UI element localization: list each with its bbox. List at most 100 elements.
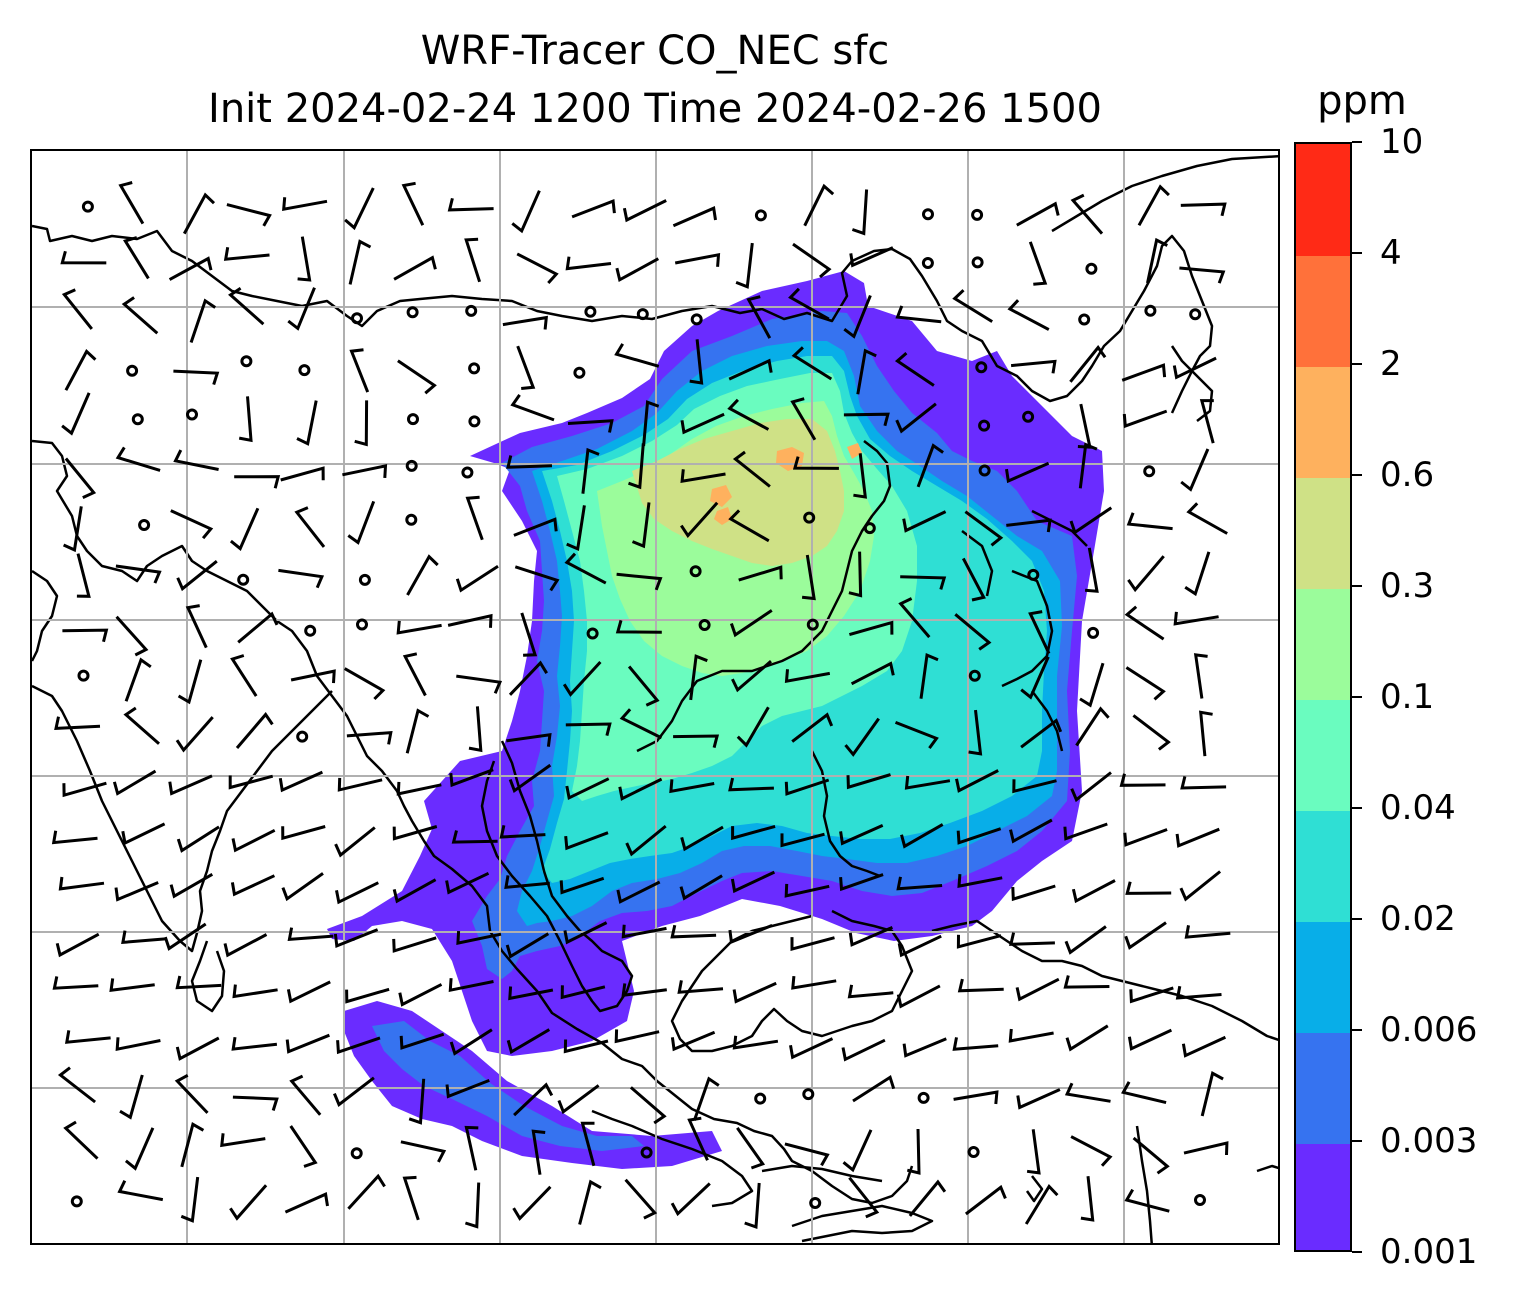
wind-barb — [563, 1039, 609, 1054]
wind-barb — [738, 565, 783, 582]
wind-barb — [296, 400, 318, 446]
calm-wind-marker — [971, 256, 984, 269]
wind-barb — [1006, 518, 1052, 533]
wind-barb — [289, 1125, 318, 1168]
wind-barb — [801, 554, 816, 601]
wind-barb — [897, 934, 942, 958]
wind-barb — [278, 770, 324, 793]
wind-barb — [396, 781, 442, 796]
wind-barb — [1071, 879, 1116, 904]
wind-barb — [791, 346, 833, 381]
wind-barb — [52, 976, 99, 990]
wind-barb — [163, 922, 207, 951]
wind-barb — [506, 1028, 551, 1055]
wind-barb — [908, 1179, 947, 1217]
colorbar-tick-label: 0.6 — [1380, 455, 1435, 495]
wind-barb — [76, 553, 91, 598]
calm-wind-marker — [967, 1146, 980, 1158]
wind-barb — [55, 932, 100, 958]
calm-wind-marker — [468, 362, 481, 375]
wind-barb — [790, 936, 835, 952]
wind-barb — [392, 825, 438, 841]
wind-barb — [956, 934, 1002, 949]
calm-wind-marker — [70, 1195, 83, 1208]
wind-barb — [406, 554, 439, 596]
wind-barb — [843, 294, 872, 339]
wind-barb — [168, 774, 213, 796]
wind-barb — [839, 873, 884, 892]
colorbar-tick — [1352, 141, 1362, 143]
wind-barb — [234, 475, 281, 489]
wind-barb — [904, 775, 951, 790]
wind-barb — [1199, 399, 1215, 444]
calm-wind-marker — [237, 573, 250, 586]
calm-wind-marker — [971, 208, 984, 221]
calm-wind-marker — [1194, 1194, 1206, 1206]
wind-barb — [337, 777, 383, 792]
wind-barb — [54, 716, 101, 730]
colorbar-band — [1296, 1032, 1350, 1144]
wind-barb — [287, 927, 334, 942]
wind-barb — [1175, 985, 1222, 1000]
wind-barb — [729, 609, 773, 638]
wind-barb — [333, 928, 379, 949]
wind-barb — [790, 397, 817, 441]
wind-barb — [451, 830, 498, 844]
wind-barb — [677, 980, 724, 994]
colorbar-tick-label: 0.003 — [1380, 1121, 1478, 1161]
wind-barb — [784, 669, 831, 684]
wind-barb — [123, 236, 150, 280]
wind-barb — [336, 1036, 381, 1055]
wind-barb — [238, 396, 253, 443]
wind-barb — [624, 1178, 658, 1220]
wind-barb — [229, 507, 260, 551]
wind-barb — [679, 874, 723, 901]
wind-barb — [1084, 547, 1099, 593]
wind-barb — [1172, 356, 1217, 380]
coastline — [1031, 690, 1064, 752]
wind-barb — [1173, 611, 1219, 626]
wind-barb — [571, 198, 616, 219]
wind-barb — [174, 1073, 209, 1114]
wind-barb — [1137, 184, 1170, 227]
colorbar-tick-label: 0.02 — [1380, 899, 1456, 939]
wind-barb — [281, 825, 326, 841]
wind-barb — [896, 876, 943, 891]
wind-barb — [1123, 828, 1168, 847]
concentration-contour-0.6 — [714, 507, 732, 525]
concentration-contour-0.6 — [847, 443, 862, 459]
calm-wind-marker — [81, 200, 94, 213]
wind-barb — [559, 876, 605, 895]
wind-barb — [117, 1180, 164, 1202]
wind-barb — [728, 777, 774, 792]
colorbar-tick — [1352, 585, 1362, 587]
wind-barb — [61, 392, 91, 436]
wind-barb — [449, 1028, 493, 1056]
wind-barb — [345, 987, 390, 1004]
wind-barb — [563, 921, 608, 945]
colorbar-tick — [1352, 363, 1362, 365]
wind-barb — [115, 1037, 161, 1052]
wind-barb — [176, 560, 218, 592]
wind-barb — [1063, 975, 1110, 989]
wind-barb — [616, 880, 661, 904]
wind-barb — [1124, 1188, 1170, 1213]
colorbar — [1294, 142, 1352, 1252]
wind-barb — [631, 502, 651, 549]
wind-barb — [349, 348, 370, 393]
wind-barb — [342, 464, 388, 478]
wind-barb — [445, 1079, 490, 1099]
wind-barb — [1020, 718, 1063, 749]
wind-barb — [514, 565, 560, 592]
coastline — [1170, 345, 1214, 422]
wind-barb — [673, 734, 720, 748]
wind-barb — [61, 288, 93, 330]
calm-wind-marker — [1144, 304, 1157, 317]
wind-barb — [728, 509, 770, 543]
calm-wind-marker — [1143, 465, 1156, 478]
wind-barb — [1183, 1141, 1229, 1156]
coastline — [32, 684, 333, 953]
wind-barb — [516, 252, 559, 285]
wind-barb — [670, 1030, 716, 1052]
calm-wind-marker — [690, 313, 703, 326]
